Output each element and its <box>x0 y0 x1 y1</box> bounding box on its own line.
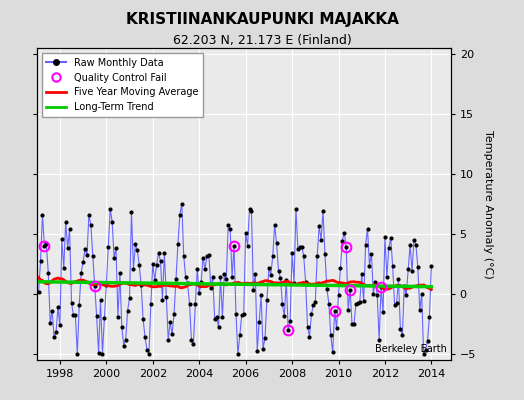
Text: 62.203 N, 21.173 E (Finland): 62.203 N, 21.173 E (Finland) <box>172 34 352 47</box>
Text: Berkeley Earth: Berkeley Earth <box>375 344 446 354</box>
Legend: Raw Monthly Data, Quality Control Fail, Five Year Moving Average, Long-Term Tren: Raw Monthly Data, Quality Control Fail, … <box>41 53 203 117</box>
Text: KRISTIINANKAUPUNKI MAJAKKA: KRISTIINANKAUPUNKI MAJAKKA <box>126 12 398 27</box>
Y-axis label: Temperature Anomaly (°C): Temperature Anomaly (°C) <box>483 130 493 278</box>
